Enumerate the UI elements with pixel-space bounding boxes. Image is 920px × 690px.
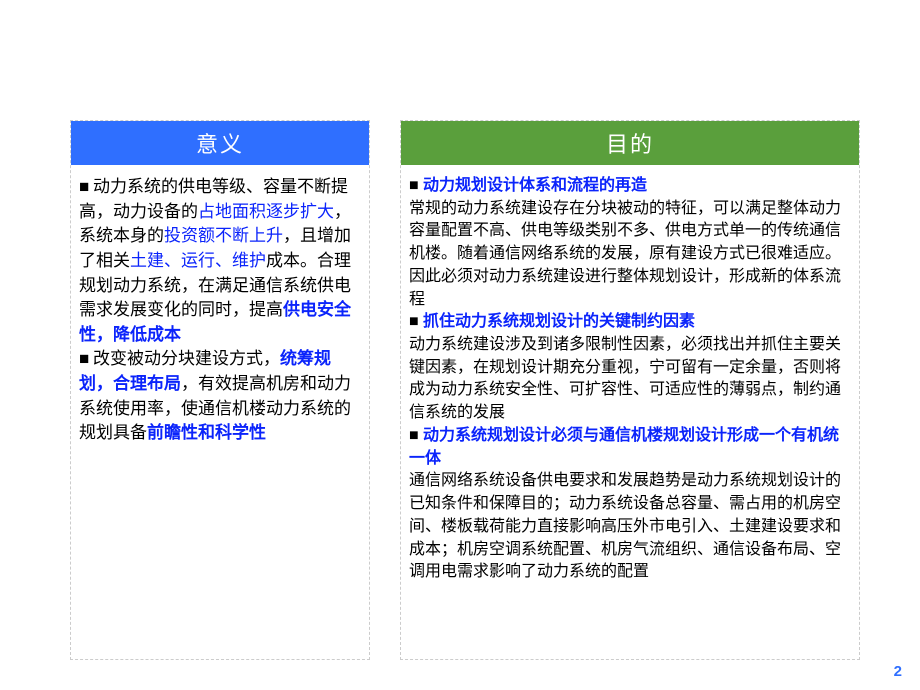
left-panel: 意义 ■动力系统的供电等级、容量不断提高，动力设备的占地面积逐步扩大，系统本身的…	[70, 120, 370, 660]
left-item-1: ■动力系统的供电等级、容量不断提高，动力设备的占地面积逐步扩大，系统本身的投资额…	[79, 175, 361, 347]
square-bullet-icon: ■	[79, 347, 93, 372]
square-bullet-icon: ■	[409, 425, 423, 448]
right-panel: 目的 ■动力规划设计体系和流程的再造 常规的动力系统建设存在分块被动的特征，可以…	[400, 120, 860, 660]
square-bullet-icon: ■	[409, 175, 423, 198]
right-body: ■动力规划设计体系和流程的再造 常规的动力系统建设存在分块被动的特征，可以满足整…	[401, 165, 859, 596]
page-number: 2	[894, 663, 902, 680]
right-item-1: ■动力规划设计体系和流程的再造 常规的动力系统建设存在分块被动的特征，可以满足整…	[409, 175, 851, 311]
right-item-3: ■动力系统规划设计必须与通信机楼规划设计形成一个有机统一体 通信网络系统设备供电…	[409, 425, 851, 584]
square-bullet-icon: ■	[79, 175, 93, 200]
slide-content: 意义 ■动力系统的供电等级、容量不断提高，动力设备的占地面积逐步扩大，系统本身的…	[0, 0, 920, 690]
left-body: ■动力系统的供电等级、容量不断提高，动力设备的占地面积逐步扩大，系统本身的投资额…	[71, 165, 369, 458]
right-title: 目的	[401, 121, 859, 165]
left-title: 意义	[71, 121, 369, 165]
left-item-2: ■改变被动分块建设方式，统筹规划，合理布局，有效提高机房和动力系统使用率，使通信…	[79, 347, 361, 446]
right-item-2: ■抓住动力系统规划设计的关键制约因素 动力系统建设涉及到诸多限制性因素，必须找出…	[409, 311, 851, 425]
square-bullet-icon: ■	[409, 311, 423, 334]
